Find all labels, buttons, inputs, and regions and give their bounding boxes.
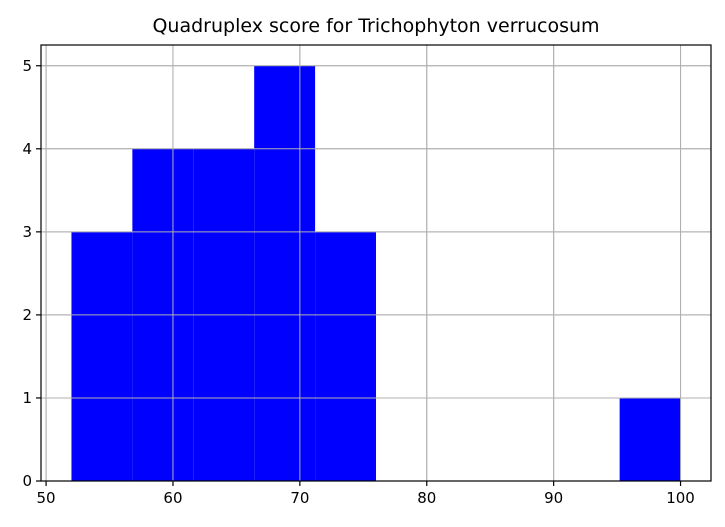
histogram-bar-0 <box>71 231 133 481</box>
histogram-bar-4 <box>315 231 376 481</box>
x-tick-label-4: 90 <box>544 489 563 507</box>
x-tick-label-0: 50 <box>37 489 56 507</box>
y-tick-label-0: 0 <box>22 472 32 490</box>
x-tick-label-1: 60 <box>163 489 182 507</box>
y-tick-label-1: 1 <box>22 389 32 407</box>
histogram-bars <box>41 45 711 482</box>
plot-frame <box>40 44 712 482</box>
histogram-bar-9 <box>619 397 681 481</box>
histogram-bar-3 <box>254 65 316 481</box>
x-tick-label-2: 70 <box>290 489 309 507</box>
x-tick-label-5: 100 <box>666 489 695 507</box>
axis-ticks: 50 60 70 80 90 100 0 1 2 3 4 5 <box>22 57 694 507</box>
chart-title: Quadruplex score for Trichophyton verruc… <box>152 15 599 37</box>
y-tick-label-4: 4 <box>22 140 32 158</box>
y-tick-label-5: 5 <box>22 57 32 75</box>
y-tick-label-2: 2 <box>22 306 32 324</box>
y-tick-label-3: 3 <box>22 223 32 241</box>
x-tick-label-3: 80 <box>417 489 436 507</box>
